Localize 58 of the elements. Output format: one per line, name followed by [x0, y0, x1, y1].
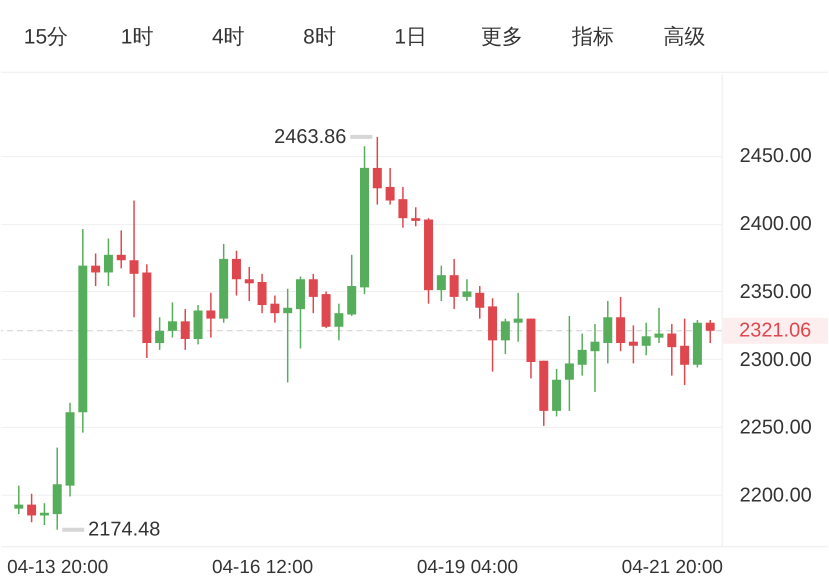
candlestick — [654, 307, 664, 344]
candlestick — [411, 206, 420, 228]
candlestick — [27, 492, 36, 524]
text: 更多 — [480, 25, 523, 48]
candlestick — [500, 318, 510, 355]
candlestick — [40, 502, 49, 526]
candlestick — [386, 167, 395, 206]
candlestick — [628, 324, 638, 364]
candlestick — [475, 285, 484, 320]
candlestick — [334, 302, 344, 342]
text: 15分 — [24, 25, 68, 48]
candlestick — [436, 264, 446, 302]
candlestick — [91, 252, 100, 287]
candlestick — [283, 288, 292, 384]
candlestick — [116, 230, 126, 270]
y-tick-label: 2450.00 — [740, 145, 812, 168]
y-tick-label: 2400.00 — [740, 213, 812, 236]
y-tick-label: 2250.00 — [740, 416, 812, 439]
candlestick — [104, 238, 113, 287]
candlestick — [564, 315, 574, 412]
candlestick — [155, 316, 164, 351]
y-tick-label: 2300.00 — [740, 348, 812, 371]
candlestick — [270, 294, 280, 324]
candlestick — [244, 266, 254, 302]
text: 8时 — [303, 25, 336, 48]
candlestick — [398, 186, 408, 228]
candlestick — [578, 332, 587, 376]
candlestick — [590, 323, 600, 393]
candlestick — [680, 318, 690, 386]
candlestick — [462, 278, 472, 302]
ref-line-label: 2321.06 — [739, 320, 812, 342]
candlestick — [14, 484, 24, 515]
candlestick — [258, 273, 267, 314]
candlestick — [372, 136, 382, 206]
candlestick — [667, 323, 676, 376]
candlestick — [168, 302, 177, 338]
x-tick-label: 04-19 04:00 — [416, 557, 518, 578]
annotation: 2174.48 — [88, 518, 160, 541]
candlestick — [232, 250, 241, 296]
candlestick — [130, 200, 139, 318]
x-tick-label: 04-13 20:00 — [7, 557, 108, 578]
candlestick — [180, 308, 190, 351]
text: 1时 — [120, 25, 154, 48]
text: 4时 — [212, 25, 245, 48]
candlestick — [706, 319, 715, 344]
annotation: 2463.86 — [274, 126, 346, 148]
candlestick — [206, 292, 216, 338]
x-tick-label: 04-16 12:00 — [212, 557, 314, 578]
candlestick — [308, 273, 318, 314]
y-tick-label: 2200.00 — [740, 484, 812, 507]
text: 1日 — [394, 25, 428, 48]
x-tick-label: 04-21 20:00 — [622, 557, 723, 578]
candlestick — [514, 292, 523, 342]
text: 高级 — [663, 25, 706, 48]
candlestick — [642, 322, 651, 356]
candlestick — [450, 258, 459, 310]
text: 指标 — [571, 25, 614, 48]
y-tick-label: 2350.00 — [740, 280, 812, 303]
